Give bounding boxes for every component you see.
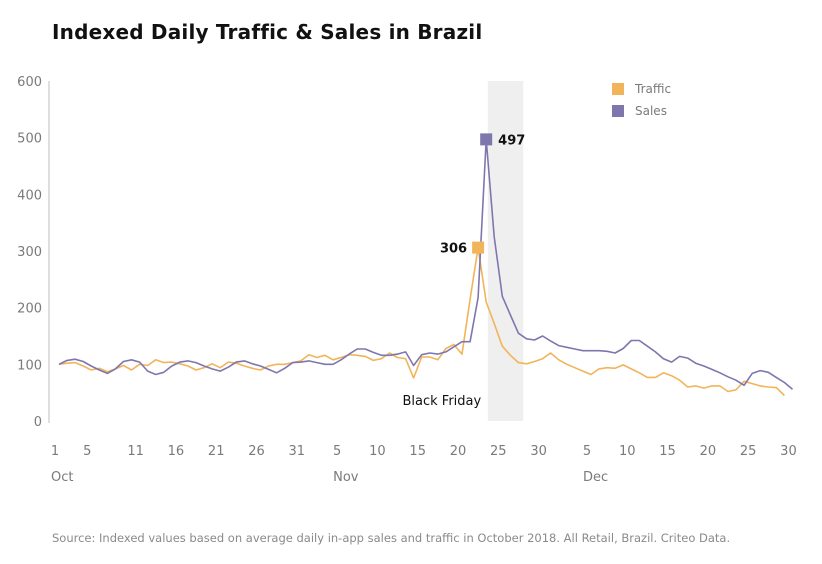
x-tick-label: 10 bbox=[369, 444, 386, 459]
y-tick-label: 100 bbox=[17, 358, 42, 373]
black-friday-band: Black Friday bbox=[402, 81, 524, 421]
black-friday-band-rect bbox=[487, 81, 524, 421]
x-tick-label: 5 bbox=[83, 444, 91, 459]
series-line-traffic bbox=[58, 246, 785, 397]
month-label: Nov bbox=[333, 470, 359, 485]
y-tick-label: 600 bbox=[17, 75, 42, 90]
callout-marker-traffic bbox=[472, 241, 485, 254]
x-tick-label: 15 bbox=[409, 444, 426, 459]
x-tick-label: 30 bbox=[530, 444, 547, 459]
x-tick-label: 25 bbox=[490, 444, 507, 459]
month-label: Dec bbox=[583, 470, 608, 485]
month-label: Oct bbox=[51, 470, 73, 485]
callout-label-traffic: 306 bbox=[440, 242, 467, 257]
series-line-sales bbox=[58, 138, 794, 390]
legend-label-sales: Sales bbox=[635, 104, 667, 118]
y-axis: 0 100 200 300 400 500 600 bbox=[17, 75, 50, 430]
chart-title: Indexed Daily Traffic & Sales in Brazil bbox=[52, 20, 483, 44]
x-tick-label: 16 bbox=[168, 444, 185, 459]
y-tick-label: 300 bbox=[17, 245, 42, 260]
callout-markers: 306 497 bbox=[440, 133, 525, 257]
x-tick-label: 11 bbox=[127, 444, 144, 459]
callout-label-sales: 497 bbox=[498, 133, 525, 148]
y-tick-label: 500 bbox=[17, 132, 42, 147]
x-tick-label: 20 bbox=[450, 444, 467, 459]
x-tick-label: 20 bbox=[700, 444, 717, 459]
x-tick-label: 10 bbox=[619, 444, 636, 459]
x-tick-label: 21 bbox=[208, 444, 225, 459]
x-tick-label: 5 bbox=[333, 444, 341, 459]
x-tick-label: 31 bbox=[289, 444, 306, 459]
x-tick-label: 5 bbox=[583, 444, 591, 459]
legend-label-traffic: Traffic bbox=[634, 82, 671, 96]
x-tick-label: 26 bbox=[248, 444, 265, 459]
y-tick-label: 400 bbox=[17, 188, 42, 203]
black-friday-label: Black Friday bbox=[402, 394, 481, 409]
legend-swatch-sales bbox=[612, 105, 624, 117]
x-tick-label: 1 bbox=[51, 444, 59, 459]
y-tick-label: 0 bbox=[34, 415, 42, 430]
series-lines bbox=[58, 138, 794, 397]
x-tick-label: 25 bbox=[740, 444, 757, 459]
legend-swatch-traffic bbox=[612, 83, 624, 95]
source-note: Source: Indexed values based on average … bbox=[52, 531, 731, 545]
y-tick-label: 200 bbox=[17, 302, 42, 317]
callout-marker-sales bbox=[480, 133, 493, 146]
legend: Traffic Sales bbox=[612, 82, 671, 118]
x-tick-label: 30 bbox=[780, 444, 797, 459]
x-tick-label: 15 bbox=[659, 444, 676, 459]
